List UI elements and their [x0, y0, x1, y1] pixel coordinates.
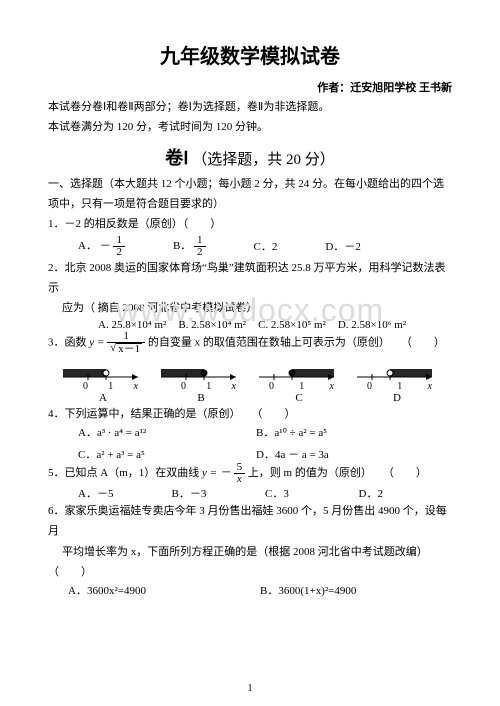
frac-half-b: 1 2	[194, 235, 206, 258]
q3-den: x－1	[107, 343, 145, 355]
q1-options: A． － 1 2 B． 1 2 C．2 D．－2	[48, 235, 452, 258]
q1-b-label: B．	[173, 240, 191, 252]
frac-half: 1 2	[113, 235, 125, 258]
axis-1: 1	[397, 381, 402, 392]
graph-label-b: B	[156, 392, 246, 404]
q3: 3．函数 y = 1 x－1 的自变量 x 的取值范围在数轴上可表示为（原创） …	[48, 331, 452, 355]
sqrt-wrap: x－1	[110, 343, 142, 355]
q2-line2: 应为（ 摘自 2008 河北省中考模拟试卷）	[48, 298, 452, 318]
q4-opt-c: C．a² + a³ = a⁵	[78, 446, 228, 462]
q2-opt-c: C. 2.58×10⁵ m²	[258, 319, 326, 331]
q4-opt-a: A．a³ · a⁴ = a¹²	[78, 424, 228, 440]
q2-opt-b: B. 2.58×10⁴ m²	[178, 319, 246, 331]
q3-text-b: 的自变量 x 的取值范围在数轴上可表示为（原创） （ ）	[148, 336, 445, 348]
q4: 4．下列运算中，结果正确的是（原创） （ ）	[48, 404, 452, 424]
q2-opt-a: A. 25.8×10⁴ m²	[98, 319, 166, 331]
section-sub: （选择题，共 20 分）	[192, 152, 335, 168]
q6-line1: 6．家家乐奥运福娃专卖店今年 3 月份售出福娃 3600 个，5 月份售出 49…	[48, 501, 452, 542]
q5-opt-a: A．－5	[78, 485, 172, 501]
q3-frac: 1 x－1	[107, 331, 145, 355]
axis-x: x	[330, 381, 334, 392]
axis-1: 1	[108, 381, 113, 392]
q5-frac: 5 x	[234, 462, 246, 485]
graph-d: 0 1 x D	[352, 357, 442, 404]
q5-den: x	[234, 474, 246, 485]
axis-0: 0	[367, 381, 372, 392]
graph-label-a: A	[58, 392, 148, 404]
q2-line1: 2．北京 2008 奥运的国家体育场“鸟巢”建筑面积达 25.8 万平方米，用科…	[48, 258, 452, 299]
page-number: 1	[0, 683, 500, 694]
frac-den: 2	[113, 247, 125, 258]
q1-a-label: A．	[78, 240, 97, 252]
axis-x: x	[428, 381, 432, 392]
section-title: 卷Ⅰ （选择题，共 20 分）	[48, 144, 452, 170]
q2-options: A. 25.8×10⁴ m² B. 2.58×10⁴ m² C. 2.58×10…	[48, 319, 452, 331]
graph-label-d: D	[352, 392, 442, 404]
intro-line-1: 本试卷分卷Ⅰ和卷Ⅱ两部分；卷Ⅰ为选择题，卷Ⅱ为非选择题。	[48, 97, 452, 117]
q6-opt-a: A．3600x²=4900	[68, 582, 260, 598]
q5-opt-d: D．2	[359, 485, 453, 501]
part1-desc: 一、选择题（本大题共 12 个小题；每小题 2 分，共 24 分。在每小题给出的…	[48, 174, 452, 215]
intro-line-2: 本试卷满分为 120 分，考试时间为 120 分钟。	[48, 117, 452, 137]
axis-0: 0	[269, 381, 274, 392]
graph-a: 0 1 x A	[58, 357, 148, 404]
q4-opt-b: B．a¹⁰ ÷ a² = a⁵	[256, 424, 327, 440]
exam-title: 九年级数学模拟试卷	[48, 40, 452, 69]
graph-label-c: C	[254, 392, 344, 404]
axis-x: x	[134, 381, 138, 392]
q3-text-a: 3．函数	[48, 336, 89, 348]
q4-opt-d: D．4a － a = 3a	[256, 446, 329, 462]
q4-row2: C．a² + a³ = a⁵ D．4a － a = 3a	[48, 446, 452, 462]
axis-0: 0	[83, 381, 88, 392]
q5-text-a: 5．已知点 A（m，1）在双曲线	[48, 467, 202, 479]
neg-sign: －	[100, 240, 111, 252]
graph-c: 0 1 x C	[254, 357, 344, 404]
q5-text-b: 上，则 m 的值为（原创） （ ）	[248, 467, 427, 479]
frac-den: 2	[194, 247, 206, 258]
q1-opt-b: B． 1 2	[173, 235, 206, 258]
frac-num: 1	[113, 235, 125, 247]
q4-row1: A．a³ · a⁴ = a¹² B．a¹⁰ ÷ a² = a⁵	[48, 424, 452, 440]
y-eq-neg: y = －	[202, 467, 231, 479]
axis-1: 1	[206, 381, 211, 392]
q2-opt-d: D. 2.58×10⁶ m²	[338, 319, 406, 331]
q6-options: A．3600x²=4900B．3600(1+x)²=4900	[48, 582, 452, 598]
q6-opt-b: B．3600(1+x)²=4900	[260, 582, 452, 598]
q1-opt-c: C．2	[254, 238, 278, 254]
axis-1: 1	[299, 381, 304, 392]
q5-opt-c: C．3	[265, 485, 359, 501]
axis-0: 0	[181, 381, 186, 392]
q1-opt-d: D．－2	[325, 238, 360, 254]
number-line-row: 0 1 x A 0 1 x B	[48, 355, 452, 404]
axis-x: x	[232, 381, 236, 392]
author-line: 作者：迁安旭阳学校 王书新	[48, 79, 452, 95]
graph-b: 0 1 x B	[156, 357, 246, 404]
q5: 5．已知点 A（m，1）在双曲线 y = － 5 x 上，则 m 的值为（原创）…	[48, 462, 452, 485]
q1-opt-a: A． － 1 2	[78, 235, 125, 258]
q6-line3: （ ）	[48, 562, 452, 582]
frac-num: 1	[194, 235, 206, 247]
q1: 1．－2 的相反数是（原创）（ ）	[48, 214, 452, 234]
q5-opt-b: B．－3	[172, 485, 266, 501]
q5-options: A．－5 B．－3 C．3 D．2	[48, 485, 452, 501]
q6-line2: 平均增长率为 x，下面所列方程正确的是（根据 2008 河北省中考试题改编）	[48, 542, 452, 562]
sqrt-rad: x－1	[116, 343, 142, 355]
section-juan: 卷Ⅰ	[165, 148, 188, 168]
q3-num: 1	[107, 331, 145, 343]
y-eq: y =	[89, 336, 104, 348]
page-content: 九年级数学模拟试卷 作者：迁安旭阳学校 王书新 本试卷分卷Ⅰ和卷Ⅱ两部分；卷Ⅰ为…	[0, 0, 500, 608]
